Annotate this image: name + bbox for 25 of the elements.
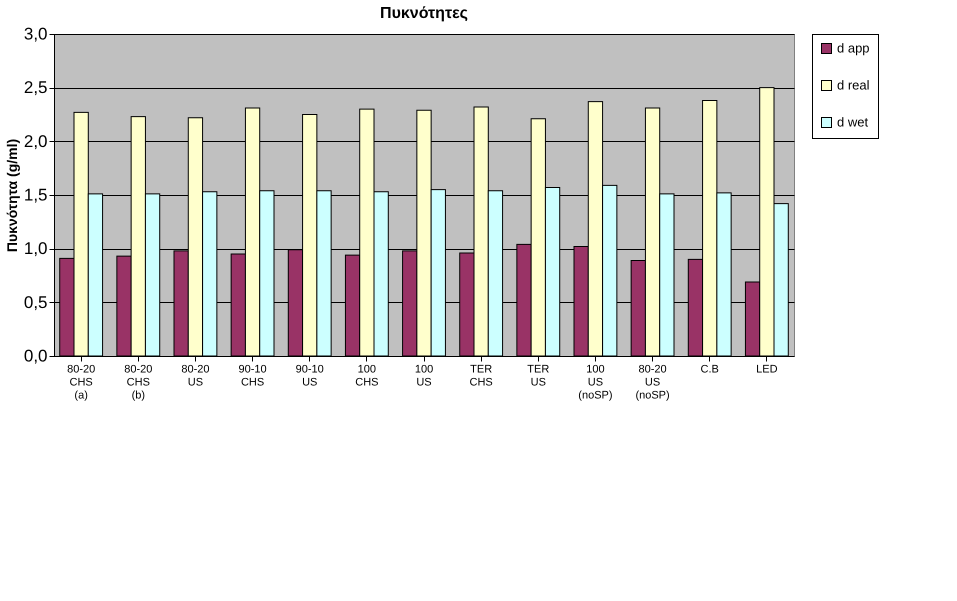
legend-label: d real <box>837 78 870 92</box>
legend-label: d app <box>837 40 870 56</box>
x-tick-label: 80-20 US (noSP) <box>635 364 670 402</box>
y-tick-label: 2,5 <box>24 78 48 98</box>
x-tick-label: TER CHS <box>470 364 493 388</box>
y-axis-title: Πυκνότητα (g/ml) <box>4 138 20 252</box>
y-tick-label: 1,5 <box>24 186 48 204</box>
legend-label: d wet <box>837 114 868 130</box>
chart-title: Πυκνότητες <box>380 5 468 22</box>
x-tick-label: LED <box>756 364 778 376</box>
y-tick-label: 2,0 <box>24 132 48 151</box>
x-tick-label: 90-10 US <box>296 364 324 388</box>
x-tick-label: 100 US <box>414 364 434 388</box>
y-tick-label: 3,0 <box>24 24 48 44</box>
x-tick-label: C.B <box>700 364 719 376</box>
x-tick-label: 100 CHS <box>355 364 378 388</box>
x-tick-label: 100 US (noSP) <box>578 364 613 402</box>
y-tick-label: 0,5 <box>24 292 48 312</box>
x-tick-label: 80-20 CHS (a) <box>67 364 96 402</box>
x-tick-label: 80-20 CHS (b) <box>124 364 152 402</box>
x-tick-label: TER US <box>527 364 550 388</box>
y-tick-label: 1,0 <box>24 239 48 258</box>
x-tick-label: 80-20 US <box>181 364 210 388</box>
y-tick-label: 0,0 <box>24 346 48 366</box>
x-tick-label: 90-10 CHS <box>238 364 267 388</box>
